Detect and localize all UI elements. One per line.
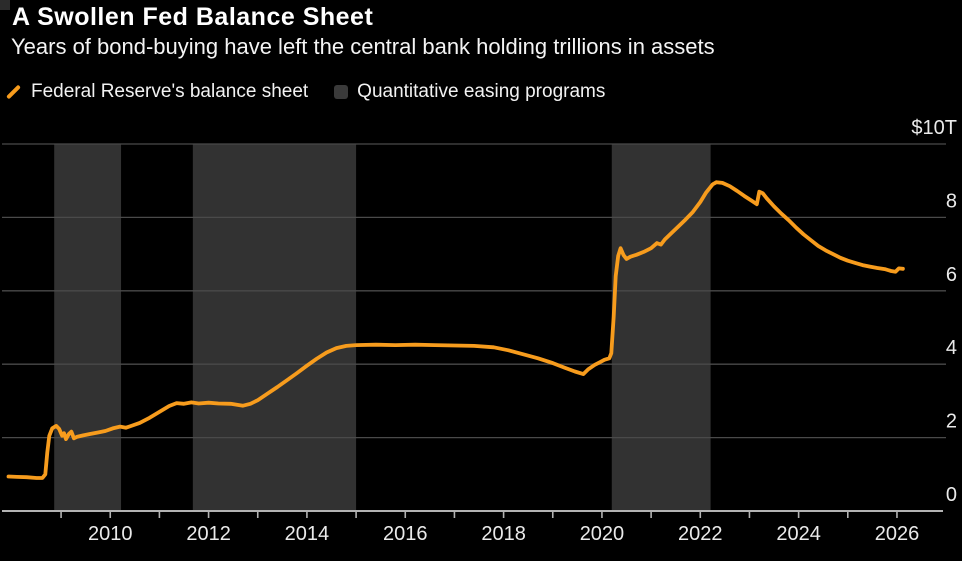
legend-label-qe-programs: Quantitative easing programs [357,81,606,102]
corner-mark [0,0,10,10]
x-axis-label: 2010 [88,523,133,545]
orange-line-marker-icon [6,84,21,100]
balance-sheet-line [6,180,905,480]
legend-item-qe-programs: Quantitative easing programs [334,81,605,103]
x-axis-label: 2020 [580,523,625,545]
gray-square-marker-icon [334,85,349,99]
legend: Federal Reserve's balance sheet Quantita… [5,81,605,103]
legend-label-balance-sheet: Federal Reserve's balance sheet [31,81,309,102]
chart-title: A Swollen Fed Balance Sheet [12,3,374,31]
qe-band [192,144,357,511]
x-axis-label: 2016 [383,523,428,545]
chart-subtitle: Years of bond-buying have left the centr… [11,34,715,59]
legend-item-balance-sheet: Federal Reserve's balance sheet [5,81,308,103]
y-axis-label: 8 [946,190,957,212]
y-axis-label: 2 [946,411,957,433]
x-axis-label: 2012 [186,523,231,545]
x-axis-label: 2018 [481,523,526,545]
x-axis-label: 2026 [875,523,920,545]
x-axis-label: 2014 [285,523,330,545]
y-axis-label: 4 [946,337,957,359]
y-axis-label: 6 [946,264,957,286]
x-axis-label: 2024 [776,523,821,545]
x-axis-label: 2022 [678,523,723,545]
y-axis-label: 0 [946,484,957,506]
qe-band [54,144,122,511]
qe-band [611,144,711,511]
y-axis-label: $10T [911,117,957,139]
